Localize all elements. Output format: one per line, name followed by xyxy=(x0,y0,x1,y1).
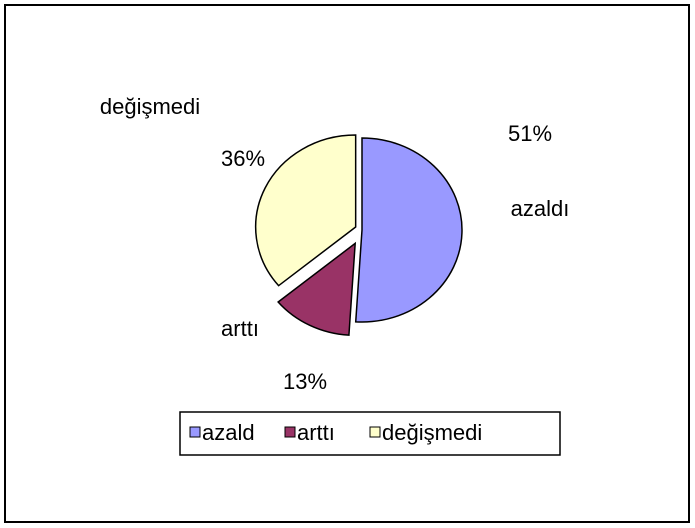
legend-label: arttı xyxy=(297,420,335,445)
legend-label: azald xyxy=(202,420,255,445)
legend-swatch xyxy=(189,426,201,438)
category-label: azaldı xyxy=(511,196,570,221)
category-label: değişmedi xyxy=(100,94,200,119)
legend-label: değişmedi xyxy=(382,420,482,445)
legend-swatch xyxy=(284,426,296,438)
legend-swatch xyxy=(369,426,381,438)
pie-slice xyxy=(254,134,357,287)
value-label: 13% xyxy=(283,369,327,394)
value-label: 51% xyxy=(508,121,552,146)
pie-slice xyxy=(354,137,463,323)
category-label: arttı xyxy=(221,316,259,341)
pie-slice xyxy=(277,241,357,336)
value-label: 36% xyxy=(221,146,265,171)
